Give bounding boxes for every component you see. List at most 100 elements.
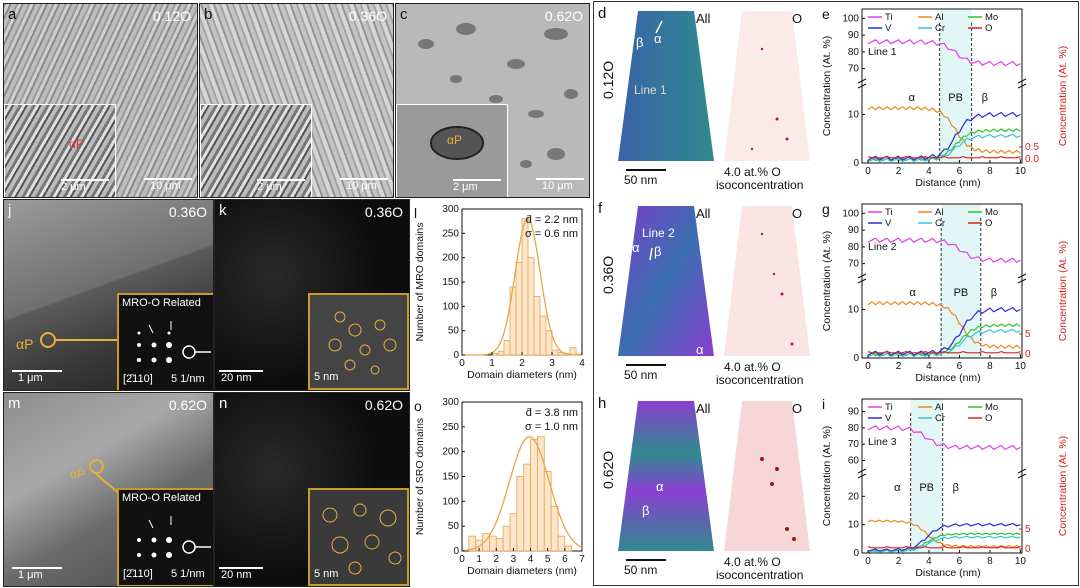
scale-label: 20 nm [221, 372, 252, 384]
apt-panel-f: f 0.36O α β α All Line 2 O 50 nm 4.0 at.… [596, 198, 816, 388]
histogram-bar [551, 349, 559, 356]
scale-bar [340, 178, 388, 180]
inset-title: MRO-O Related [122, 492, 201, 504]
x-tick-label: 0 [865, 166, 871, 177]
x-tick-label: 10 [1015, 361, 1027, 372]
histogram-bar [539, 315, 547, 356]
line-label: Line 3 [868, 436, 897, 448]
legend-entry: O [985, 23, 992, 34]
side-label: 0.12O [600, 60, 616, 99]
scale-bar [626, 169, 666, 171]
series-v [867, 111, 1021, 161]
series-al [867, 300, 1021, 350]
line-label: Line 2 [642, 226, 675, 240]
legend-entry: Cr [935, 218, 945, 229]
series-ti [867, 39, 1021, 67]
x-tick-label: 2 [519, 358, 525, 369]
y-tick-label: 0 [853, 158, 859, 169]
x-axis-label: Distance (nm) [915, 567, 980, 579]
panel-tag: 0.62O [168, 397, 207, 413]
x-tick-label: 5 [545, 554, 551, 565]
legend-entry: Mo [985, 402, 998, 413]
y-tick-label: 150 [442, 277, 459, 288]
panel-letter: n [219, 395, 228, 412]
x-tick-label: 0 [865, 556, 871, 567]
inset-scale-bar [453, 179, 501, 181]
line-label: Line 2 [868, 241, 897, 253]
panel-a-inset: αP 2 μm [4, 104, 116, 197]
histogram-bar [527, 257, 535, 356]
alpha-p-label: αP [70, 467, 85, 481]
histogram-bar [515, 262, 523, 356]
histogram-bar [545, 330, 553, 356]
series-cr [867, 535, 1021, 553]
y2-tick-label: 0.0 [1025, 154, 1039, 165]
panel-letter: a [8, 6, 17, 23]
all-label: All [696, 206, 711, 221]
panel-tag: 0.36O [168, 204, 207, 220]
series-al [867, 519, 1021, 548]
x-tick-label: 1 [476, 554, 482, 565]
selected-area-marker [89, 459, 104, 474]
pointer-line [54, 339, 118, 341]
x-tick-label: 10 [1015, 166, 1027, 177]
apt-tip-all [618, 206, 714, 356]
x-tick-label: 10 [1015, 556, 1027, 567]
legend-entry: Al [935, 12, 943, 23]
diffraction-pattern [137, 321, 211, 363]
y2-axis-label: Concentration (At. %) [1057, 46, 1069, 146]
y2-tick-label: 0 [1025, 544, 1031, 555]
y2-tick-label: 0.5 [1025, 142, 1039, 153]
x-axis-label: Domain diameters (nm) [467, 565, 577, 577]
panel-b-sem: b 0.36O 2 μm 10 μm [199, 3, 394, 198]
panel-letter: o [414, 398, 422, 414]
inset-scale-label: 5 nm [314, 371, 339, 383]
line-label: Line 1 [634, 83, 667, 97]
zone-axis: [2̄110] [123, 568, 153, 580]
iso-label-1: 4.0 at.% O [724, 360, 781, 374]
panel-letter: i [822, 396, 825, 412]
scale-label: 10 μm [150, 180, 181, 192]
histogram-bar [557, 535, 566, 552]
apt-panel-h: h 0.62O α β All O 50 nm 4.0 at.% O isoco… [596, 393, 816, 583]
series-al [867, 105, 1021, 155]
scale-label: 50 nm [624, 368, 658, 382]
inset-scale-label: 2 μm [453, 181, 478, 193]
y-tick-label: 20 [848, 491, 860, 502]
series-o [867, 155, 1021, 159]
scale-bar [12, 370, 62, 372]
y-axis-label: Concentration (At. %) [821, 36, 833, 136]
axis-break [857, 273, 867, 279]
inset-scale-label: 5 1/nm [171, 373, 205, 385]
axis-break [857, 473, 867, 479]
y2-axis-label: Concentration (At. %) [1057, 241, 1069, 341]
axis-break [1017, 83, 1027, 89]
histogram-bar [550, 505, 559, 552]
inset-scale-label: 2 μm [257, 181, 282, 193]
x-tick-label: 2 [896, 166, 902, 177]
x-tick-label: 3 [549, 358, 555, 369]
histogram-bar [533, 296, 541, 356]
legend-entry: V [885, 218, 892, 229]
region-pb: PB [954, 287, 969, 299]
histogram-bar [503, 339, 511, 356]
y-axis-label: Number of SRO domains [414, 418, 426, 535]
pb-region [910, 399, 943, 553]
scale-label: 10 μm [542, 180, 573, 192]
histogram-bar [530, 438, 538, 552]
iso-label-2: isoconcentration [716, 373, 804, 387]
y-tick-label: 0 [453, 546, 459, 557]
region-beta: β [991, 287, 997, 299]
scale-bar [219, 567, 263, 569]
y-tick-label: 10 [848, 304, 860, 315]
axis-break [857, 278, 867, 284]
y-tick-label: 200 [442, 447, 459, 458]
y-tick-label: 200 [442, 253, 459, 264]
panel-n-darkfield: n 0.62O 5 nm 20 nm [214, 392, 410, 587]
axis-break [857, 468, 867, 474]
inset-title: MRO-O Related [122, 297, 201, 309]
legend-entry: O [985, 218, 992, 229]
panel-a-sem: a 0.12O αP 2 μm 10 μm [3, 3, 198, 198]
inset-particle [430, 126, 484, 160]
